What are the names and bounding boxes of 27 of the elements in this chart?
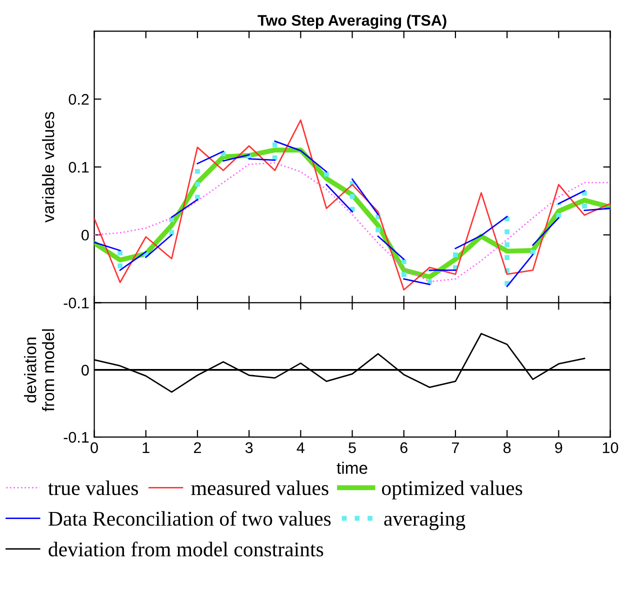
x-tick-label: 3 [245, 442, 253, 454]
y-tick-label: 0.1 [68, 162, 89, 173]
x-tick-label: 8 [503, 442, 511, 454]
x-tick-label: 10 [602, 442, 618, 454]
y-tick-label: 0.2 [68, 94, 89, 105]
x-tick-label: 7 [452, 442, 459, 453]
x-axis-title: time [336, 462, 368, 474]
y-axis-title: variable values [42, 112, 54, 223]
x-tick-label: 1 [142, 442, 150, 453]
legend-label: Data Reconciliation of two values [48, 510, 331, 526]
x-tick-label: 4 [296, 442, 304, 453]
x-tick-label: 9 [555, 442, 562, 454]
y-tick-label: 0 [82, 230, 89, 241]
legend-label: true values [48, 480, 138, 496]
chart-title: Two Step Averaging (TSA) [258, 14, 446, 29]
legend-label: optimized values [382, 480, 522, 500]
y-axis-title: deviation from model [24, 329, 54, 412]
y-tick-label: -0.1 [64, 298, 89, 308]
x-tick-label: 5 [348, 442, 356, 454]
x-tick-label: 0 [90, 442, 98, 454]
y-tick-label: -0.1 [64, 432, 89, 443]
legend-label: averaging [384, 512, 466, 530]
legend-label: deviation from model constraints [48, 542, 324, 556]
x-tick-label: 2 [194, 442, 201, 453]
y-tick-label: 0 [82, 364, 89, 376]
legend-label: measured values [191, 480, 328, 496]
x-tick-label: 6 [400, 442, 408, 454]
